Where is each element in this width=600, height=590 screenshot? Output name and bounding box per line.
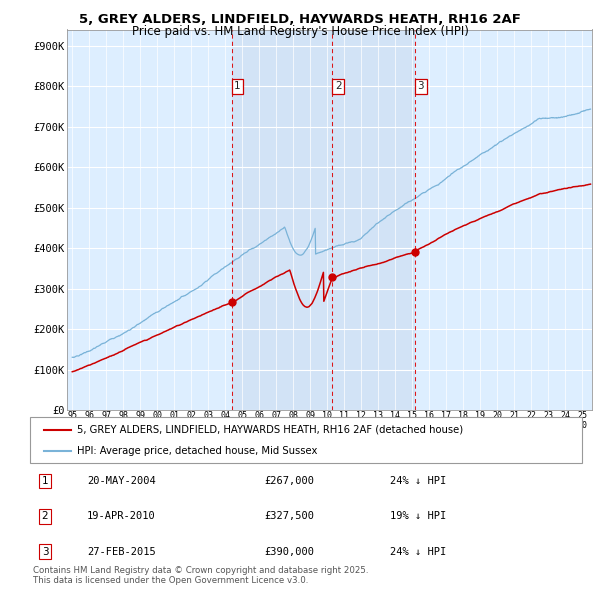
Text: 1: 1 [234,81,241,91]
Text: Price paid vs. HM Land Registry's House Price Index (HPI): Price paid vs. HM Land Registry's House … [131,25,469,38]
Text: 1: 1 [41,476,49,486]
Text: 19-APR-2010: 19-APR-2010 [87,512,156,521]
Text: 24% ↓ HPI: 24% ↓ HPI [390,547,446,556]
Text: 27-FEB-2015: 27-FEB-2015 [87,547,156,556]
Text: Contains HM Land Registry data © Crown copyright and database right 2025.
This d: Contains HM Land Registry data © Crown c… [33,566,368,585]
Text: 19% ↓ HPI: 19% ↓ HPI [390,512,446,521]
Text: £327,500: £327,500 [264,512,314,521]
Text: HPI: Average price, detached house, Mid Sussex: HPI: Average price, detached house, Mid … [77,445,317,455]
Text: 3: 3 [41,547,49,556]
Text: 24% ↓ HPI: 24% ↓ HPI [390,476,446,486]
Text: 20-MAY-2004: 20-MAY-2004 [87,476,156,486]
Bar [332,30,415,410]
Text: £390,000: £390,000 [264,547,314,556]
Text: 2: 2 [41,512,49,521]
Text: 2: 2 [335,81,341,91]
Text: 5, GREY ALDERS, LINDFIELD, HAYWARDS HEATH, RH16 2AF (detached house): 5, GREY ALDERS, LINDFIELD, HAYWARDS HEAT… [77,425,463,435]
Bar [232,30,332,410]
Text: 5, GREY ALDERS, LINDFIELD, HAYWARDS HEATH, RH16 2AF: 5, GREY ALDERS, LINDFIELD, HAYWARDS HEAT… [79,13,521,26]
Text: £267,000: £267,000 [264,476,314,486]
Text: 3: 3 [418,81,424,91]
